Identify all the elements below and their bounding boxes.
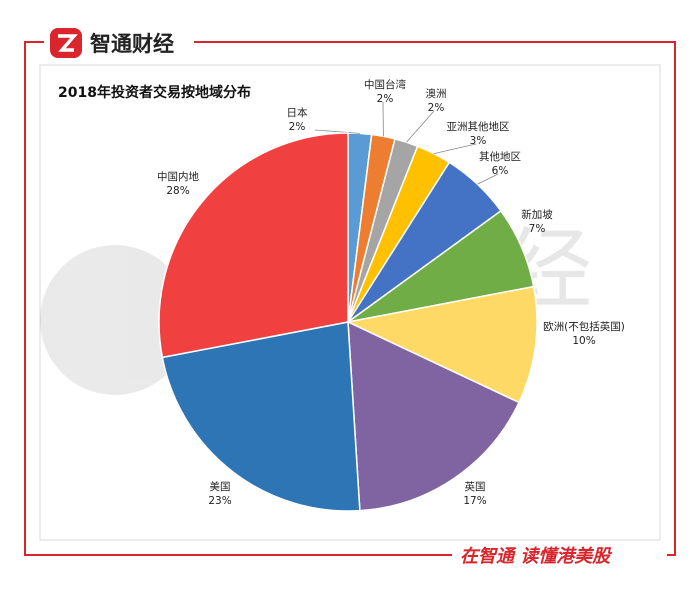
pie-slice — [345, 285, 538, 404]
pie-slice — [161, 321, 361, 512]
chart-title: 2018年投资者交易按地域分布 — [58, 84, 251, 101]
slice-label: 其他地区 — [479, 150, 521, 163]
slice-value-label: 7% — [529, 223, 546, 235]
leader-line — [433, 143, 477, 154]
footer-bg — [452, 542, 667, 568]
slice-value-label: 17% — [463, 495, 486, 507]
brand: 智通财经 — [90, 32, 174, 56]
slice-value-label: 28% — [166, 185, 189, 197]
slice-label: 亚洲其他地区 — [447, 120, 510, 133]
chart-box — [39, 64, 661, 541]
slice-value-label: 3% — [470, 135, 487, 147]
slice-label: 英国 — [465, 480, 486, 493]
slice-value-label: 2% — [377, 93, 394, 105]
pie-slice — [158, 132, 349, 359]
watermark-logo — [40, 245, 190, 395]
slice-label: 日本 — [287, 106, 308, 119]
slice-value-label: 2% — [289, 121, 306, 133]
slice-value-label: 23% — [208, 495, 231, 507]
slice-label: 澳洲 — [426, 87, 447, 100]
slice-value-label: 2% — [428, 102, 445, 114]
frame — [24, 41, 676, 556]
leader-line — [314, 129, 360, 134]
slice-label: 中国内地 — [157, 170, 199, 183]
slice-label: 新加坡 — [521, 208, 553, 221]
logo-mark — [58, 34, 78, 52]
pie-slice — [347, 320, 521, 512]
slogan: 在智通 读懂港美股 — [460, 546, 612, 567]
slice-value-label: 10% — [572, 335, 595, 347]
leader-line — [477, 173, 499, 185]
leader-line — [406, 110, 435, 143]
slice-value-label: 6% — [492, 165, 509, 177]
slice-label: 中国台湾 — [364, 78, 406, 91]
slice-label: 美国 — [210, 480, 231, 493]
slice-label: 欧洲(不包括英国) — [543, 320, 625, 333]
